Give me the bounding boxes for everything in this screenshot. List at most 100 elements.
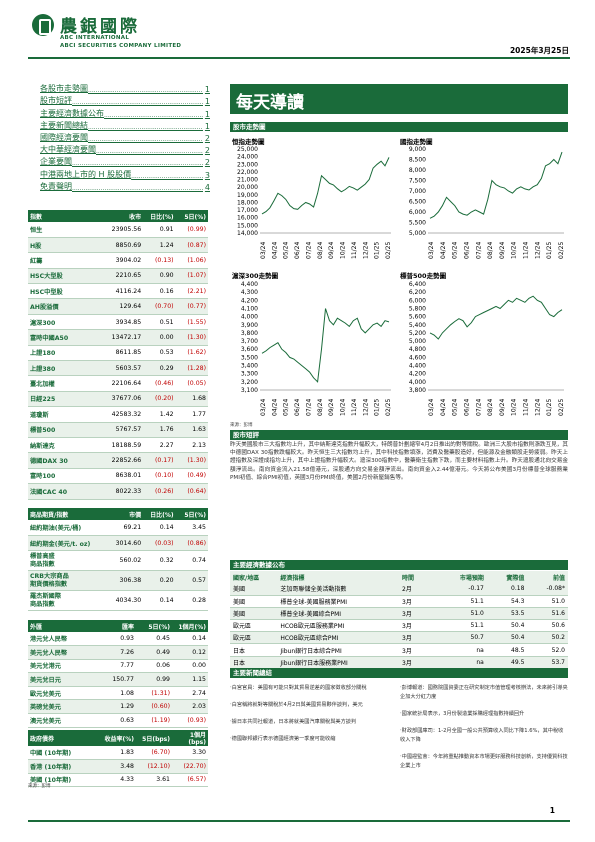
logo-english-name: ABC INTERNATIONAL: [60, 35, 130, 41]
x-tick-label: 05/24: [283, 399, 290, 416]
indices-header-cell: 5日(%): [175, 210, 208, 222]
bonds-header-cell: 政府債券: [28, 730, 100, 746]
toc-item-label: 大中華經濟要聞: [40, 145, 96, 155]
econ-data-table: 國家/地區 經濟指標 時間 市場預期 實際值 前值 美國 芝加哥聯儲全美活動指數 2月 -0.17…: [230, 571, 568, 669]
indices-cell: 37677.06: [100, 391, 144, 408]
commodities-cell: 標普高盛 商品指數: [28, 550, 100, 572]
fx-cell: 美元兌日元: [28, 672, 100, 687]
y-tick-label: 6,000: [409, 297, 426, 304]
y-tick-label: 3,900: [241, 322, 258, 329]
econ-header-cell: 前值: [527, 571, 568, 583]
indices-cell: (0.10): [143, 468, 176, 485]
indices-cell: 法國CAC 40: [28, 483, 100, 500]
toc-leader: ........................................…: [88, 135, 203, 143]
x-tick-label: 08/24: [487, 242, 494, 259]
indices-cell: HSC中型股: [28, 283, 100, 300]
toc-leader: ........................................…: [88, 87, 203, 95]
toc-item[interactable]: 主要新聞總結..................................…: [40, 119, 210, 131]
footer-divider: [28, 820, 570, 822]
x-tick-label: 07/24: [305, 242, 312, 259]
toc-item[interactable]: 股市短評....................................…: [40, 94, 210, 106]
fx-cell: (1.19): [136, 713, 172, 728]
toc-item[interactable]: 免責聲明....................................…: [40, 180, 210, 192]
table-row: 納斯達克 18188.59 2.27 2.13: [28, 437, 208, 454]
econ-cell: 標普全球-美國綜合PMI: [277, 607, 399, 621]
econ-cell: Jibun銀行日本服務業PMI: [277, 656, 399, 669]
x-tick-label: 04/24: [271, 399, 278, 416]
commodities-header-cell: 5日(%): [175, 508, 208, 520]
econ-cell: 美國: [230, 607, 278, 621]
econ-cell: 標普全球-美國服務業PMI: [277, 595, 399, 608]
y-tick-label: 22,000: [237, 169, 258, 176]
toc-item[interactable]: 企業要聞....................................…: [40, 155, 210, 167]
market-commentary: 昨天美國股市三大指數均上升，其中納斯達克指數升幅較大，特朗普計劃縮窄4月2日推出…: [230, 442, 568, 481]
toc-item[interactable]: 各股市走勢圖..................................…: [40, 82, 210, 94]
toc-item-page: 2: [204, 158, 210, 168]
chart-title-hsi: 恒指走勢圖: [232, 138, 265, 146]
toc-leader: ........................................…: [88, 123, 203, 131]
indices-cell: (0.70): [143, 298, 176, 315]
y-tick-label: 16,000: [237, 215, 258, 222]
bonds-cell: 3.61: [136, 773, 172, 788]
x-tick-label: 05/24: [452, 399, 459, 416]
indices-cell: 1.77: [175, 406, 208, 423]
x-tick-label: 05/24: [283, 242, 290, 259]
news-item: ‧白宮稱將就對等關稅於4月2日與美國貿易夥伴談判，美元: [230, 702, 363, 708]
x-tick-label: 08/24: [487, 399, 494, 416]
econ-cell: 50.4: [486, 631, 528, 645]
indices-cell: 8638.01: [100, 468, 144, 485]
indices-cell: 1.63: [175, 422, 208, 438]
fx-cell: 1.08: [100, 686, 136, 701]
toc-item[interactable]: 大中華經濟要聞.................................…: [40, 143, 210, 155]
toc-item[interactable]: 中港兩地上市的 H 股股價...........................…: [40, 167, 210, 180]
indices-cell: (1.06): [175, 252, 208, 269]
fx-cell: 7.26: [100, 645, 136, 660]
econ-cell: Jibun銀行日本綜合PMI: [277, 643, 399, 657]
commodities-header-cell: 商品期貨/指數: [28, 508, 100, 520]
y-tick-label: 4,400: [241, 281, 258, 288]
chart-source: 來源：彭博: [230, 423, 253, 428]
bonds-cell: (6.70): [136, 746, 172, 761]
econ-header-cell: 時間: [399, 571, 440, 583]
commodities-cell: 306.38: [100, 570, 144, 592]
y-tick-label: 3,800: [241, 330, 258, 337]
econ-cell: 52.0: [527, 643, 568, 657]
table-row: 標普高盛 商品指數 560.02 0.32 0.74: [28, 550, 208, 572]
indices-cell: (1.30): [175, 329, 208, 346]
table-row: 港元兌人民幣 0.93 0.45 0.14: [28, 632, 208, 647]
news-item: ‧國家統計局表示，3月份製造業採購經理指數持續回升: [400, 711, 525, 717]
x-tick-label: 09/24: [499, 242, 506, 259]
y-tick-label: 7,500: [409, 178, 426, 185]
fx-cell: (1.31): [136, 686, 172, 701]
toc-item[interactable]: 主要經濟數據公布................................…: [40, 106, 210, 119]
table-row: 香港 (10年期) 3.48 (12.10) (22.70): [28, 759, 208, 774]
indices-cell: 1.68: [175, 391, 208, 408]
y-tick-label: 17,000: [237, 207, 258, 214]
toc-item-label: 國際經濟要聞: [40, 132, 88, 142]
econ-cell: na: [439, 656, 487, 669]
econ-cell: 3月: [399, 607, 440, 621]
y-tick-label: 3,700: [241, 338, 258, 345]
x-tick-label: 03/24: [428, 399, 435, 416]
bonds-source: 來源：彭博: [28, 784, 51, 789]
table-row: 富時100 8638.01 (0.10) (0.49): [28, 468, 208, 485]
econ-cell: -0.17: [439, 583, 487, 596]
toc-item-page: 3: [204, 170, 210, 180]
table-row: 美國 標普全球-美國服務業PMI 3月 51.1 54.3 51.0: [230, 595, 568, 608]
bonds-cell: (12.10): [136, 759, 172, 774]
table-row: 日本 Jibun銀行日本綜合PMI 3月 na 48.5 52.0: [230, 643, 568, 657]
commentary-section-header: 股市短評: [230, 430, 568, 440]
indices-cell: (2.21): [175, 283, 208, 300]
table-row: CRB大宗商品 期貨價格指數 306.38 0.20 0.57: [28, 570, 208, 592]
toc-item[interactable]: 國際經濟要聞..................................…: [40, 131, 210, 143]
logo-chinese-name: 農銀國際: [60, 17, 140, 37]
econ-cell: 日本: [230, 643, 278, 657]
fx-cell: 2.74: [172, 686, 208, 701]
x-tick-label: 01/25: [374, 399, 381, 416]
econ-header-cell: 實際值: [486, 571, 528, 583]
indices-cell: 0.53: [143, 345, 176, 362]
news-item: ‧彭博報道：國務院國資委正在研究制定市值管理考核辦法，未來將引導央企加大分紅力度: [400, 685, 568, 700]
commodities-cell: 3.45: [175, 520, 208, 536]
series-line: [429, 295, 563, 340]
